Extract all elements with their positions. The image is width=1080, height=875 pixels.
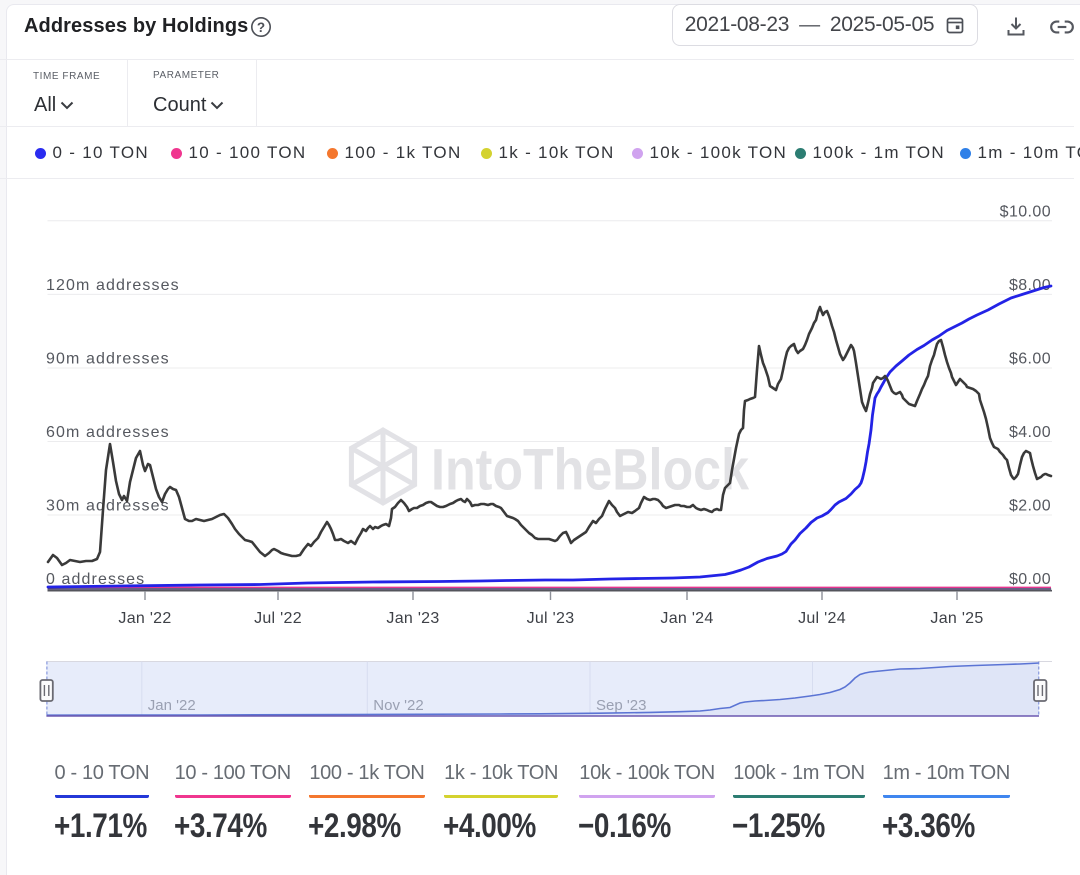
svg-text:$10.00: $10.00: [1000, 203, 1051, 220]
svg-text:IntoTheBlock: IntoTheBlock: [431, 437, 750, 502]
svg-text:0 addresses: 0 addresses: [46, 571, 145, 588]
svg-text:Jul '22: Jul '22: [254, 610, 302, 627]
svg-text:Jan '25: Jan '25: [930, 610, 983, 627]
svg-text:90m addresses: 90m addresses: [46, 351, 170, 368]
svg-text:$2.00: $2.00: [1009, 498, 1051, 515]
svg-text:Nov '22: Nov '22: [373, 697, 423, 714]
svg-text:120m addresses: 120m addresses: [46, 277, 180, 294]
svg-text:Jan '22: Jan '22: [118, 610, 171, 627]
svg-text:Jan '23: Jan '23: [386, 610, 439, 627]
svg-text:?: ?: [257, 20, 265, 35]
svg-text:Jul '23: Jul '23: [527, 610, 575, 627]
svg-text:$0.00: $0.00: [1009, 571, 1051, 588]
svg-text:60m addresses: 60m addresses: [46, 424, 170, 441]
svg-text:Jul '24: Jul '24: [798, 610, 846, 627]
svg-text:30m addresses: 30m addresses: [46, 498, 170, 515]
svg-text:$6.00: $6.00: [1009, 351, 1051, 368]
svg-text:Sep '23: Sep '23: [596, 697, 646, 714]
svg-text:Jan '24: Jan '24: [660, 610, 713, 627]
svg-text:Jan '22: Jan '22: [148, 697, 196, 714]
svg-text:$4.00: $4.00: [1009, 424, 1051, 441]
